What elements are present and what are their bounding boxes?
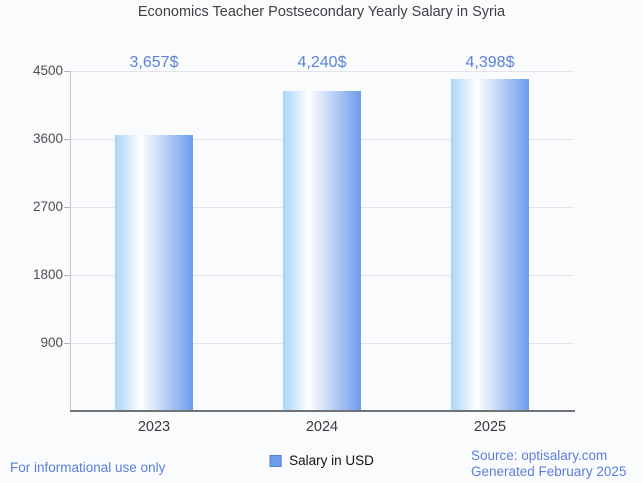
y-tick-label: 1800 bbox=[32, 267, 63, 282]
legend: Salary in USD bbox=[269, 453, 374, 468]
footer-source: Source: optisalary.com Generated Februar… bbox=[471, 448, 626, 480]
bar-2024[interactable] bbox=[283, 90, 361, 411]
x-axis-line bbox=[70, 410, 575, 412]
y-axis-tick bbox=[64, 343, 70, 344]
x-tick-label: 2023 bbox=[137, 419, 171, 435]
y-tick-label: 900 bbox=[40, 335, 63, 350]
bar-value-label: 3,657$ bbox=[129, 54, 179, 71]
bar-2023[interactable] bbox=[115, 134, 193, 411]
bar-value-label: 4,398$ bbox=[465, 54, 515, 71]
y-axis-tick bbox=[64, 275, 70, 276]
x-tick-label: 2024 bbox=[305, 419, 339, 435]
y-tick-label: 2700 bbox=[32, 199, 63, 214]
x-tick-label: 2025 bbox=[473, 419, 507, 435]
y-axis-tick bbox=[64, 139, 70, 140]
y-axis-tick bbox=[64, 71, 70, 72]
bar-2025[interactable] bbox=[451, 78, 529, 411]
bar-value-label: 4,240$ bbox=[297, 54, 347, 71]
y-tick-label: 3600 bbox=[32, 131, 63, 146]
generated-line: Generated February 2025 bbox=[471, 464, 627, 479]
y-axis-line bbox=[70, 71, 71, 411]
legend-swatch-icon bbox=[269, 454, 282, 467]
chart-title: Economics Teacher Postsecondary Yearly S… bbox=[137, 4, 506, 20]
source-line: Source: optisalary.com bbox=[471, 448, 608, 463]
y-tick-label: 4500 bbox=[32, 63, 63, 78]
gridline bbox=[70, 71, 574, 72]
y-axis-tick bbox=[64, 207, 70, 208]
footer-disclaimer: For informational use only bbox=[10, 460, 166, 475]
legend-label: Salary in USD bbox=[289, 453, 374, 468]
